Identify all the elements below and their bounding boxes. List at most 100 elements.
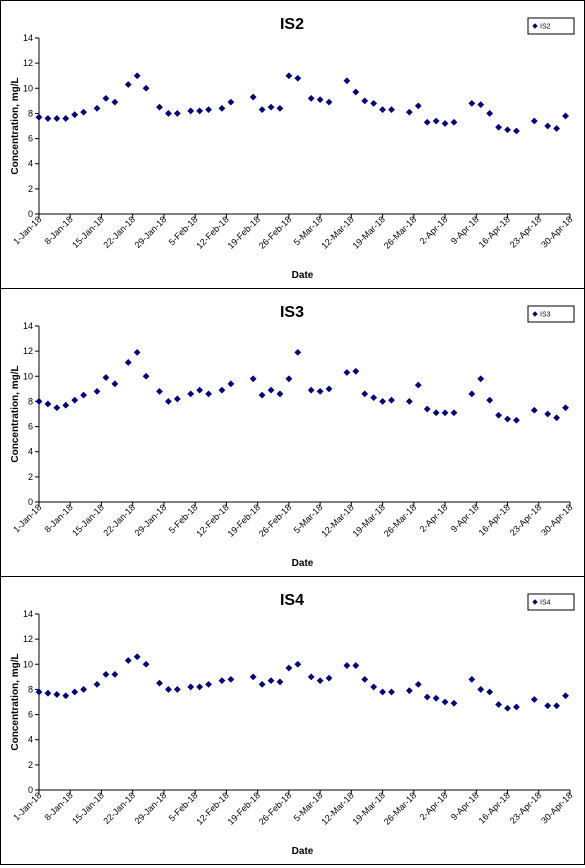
x-tick-label: 8-Jan-18	[42, 214, 74, 246]
data-point	[173, 395, 181, 403]
data-point	[276, 678, 284, 686]
data-point	[477, 375, 485, 383]
x-tick-label: 1-Jan-18	[11, 790, 43, 822]
data-point	[370, 683, 378, 691]
data-point	[450, 409, 458, 417]
data-point	[316, 677, 324, 685]
data-point	[316, 387, 324, 395]
data-point	[165, 398, 172, 405]
data-point	[142, 372, 150, 380]
data-point	[35, 398, 43, 405]
y-tick-label: 2	[28, 472, 33, 482]
data-point	[562, 692, 569, 700]
data-point	[71, 111, 79, 119]
y-axis-title: Concentration, mg/L	[10, 365, 21, 462]
data-point	[441, 698, 449, 706]
data-point	[468, 675, 476, 683]
data-point	[71, 396, 79, 404]
x-tick-label: 12-Mar-18	[319, 214, 355, 250]
data-point	[285, 664, 293, 672]
legend: IS2	[527, 17, 575, 35]
data-point	[249, 375, 257, 383]
data-point	[267, 103, 275, 111]
x-tick-label: 22-Jan-18	[101, 790, 137, 826]
y-tick-label: 14	[23, 609, 33, 619]
data-point	[294, 349, 302, 356]
x-tick-label: 26-Feb-18	[257, 502, 293, 538]
data-point	[307, 94, 315, 102]
data-point	[44, 115, 52, 122]
data-point	[325, 674, 333, 682]
data-point	[258, 106, 266, 114]
data-point	[414, 102, 422, 110]
data-point	[513, 127, 520, 135]
y-tick-label: 6	[28, 134, 33, 144]
x-tick-label: 16-Apr-18	[477, 502, 512, 537]
data-point	[71, 688, 79, 696]
data-point	[35, 113, 43, 121]
x-axis-title: Date	[292, 846, 314, 857]
data-point	[276, 390, 284, 398]
data-point	[93, 105, 101, 112]
data-point	[227, 380, 235, 388]
data-point	[468, 99, 476, 107]
y-tick-label: 2	[28, 184, 33, 194]
x-tick-label: 26-Mar-18	[382, 214, 418, 250]
data-point	[227, 98, 235, 106]
x-tick-label: 12-Mar-18	[319, 502, 355, 538]
y-tick-label: 12	[23, 346, 33, 356]
data-point	[553, 702, 561, 710]
data-point	[388, 396, 395, 404]
data-point	[504, 415, 511, 423]
data-point	[80, 686, 88, 693]
data-point	[196, 386, 204, 394]
data-point	[450, 699, 458, 707]
data-point	[325, 385, 333, 393]
x-tick-label: 19-Mar-18	[351, 790, 387, 826]
x-tick-label: 8-Jan-18	[42, 502, 74, 534]
y-tick-label: 0	[28, 497, 33, 507]
x-axis-title: Date	[292, 558, 314, 569]
legend-label: IS3	[540, 312, 551, 319]
data-point	[102, 374, 110, 381]
legend-marker	[532, 599, 538, 605]
y-tick-label: 8	[28, 684, 33, 694]
data-point	[504, 704, 511, 712]
x-tick-label: 30-Apr-18	[539, 214, 574, 249]
data-point	[530, 696, 538, 703]
legend-box	[527, 305, 575, 323]
data-point	[156, 387, 163, 395]
chart-title: IS3	[280, 304, 304, 321]
data-point	[173, 686, 181, 693]
data-point	[44, 400, 52, 408]
x-tick-label: 12-Mar-18	[319, 790, 355, 826]
data-point	[379, 106, 386, 114]
data-point	[544, 122, 552, 130]
data-point	[352, 88, 360, 96]
x-tick-label: 30-Apr-18	[539, 790, 574, 825]
data-point	[405, 398, 413, 405]
x-tick-label: 30-Apr-18	[539, 502, 574, 537]
x-tick-label: 2-Apr-18	[418, 790, 450, 822]
data-point	[133, 349, 141, 356]
data-point	[423, 405, 431, 413]
y-tick-label: 14	[23, 33, 33, 43]
y-axis-title: Concentration, mg/L	[10, 77, 21, 174]
data-point	[414, 381, 422, 389]
data-point	[35, 688, 43, 696]
data-point	[227, 675, 235, 683]
data-point	[562, 112, 569, 120]
legend-box	[527, 593, 575, 611]
data-point	[388, 688, 395, 696]
x-tick-label: 2-Apr-18	[418, 502, 450, 534]
x-tick-label: 26-Mar-18	[382, 502, 418, 538]
x-tick-label: 12-Feb-18	[194, 214, 230, 250]
data-point	[62, 401, 70, 409]
data-point	[124, 81, 132, 88]
x-tick-label: 19-Feb-18	[226, 790, 262, 826]
data-point	[423, 118, 431, 126]
data-point	[187, 390, 195, 398]
data-point	[93, 387, 101, 395]
data-point	[343, 77, 351, 85]
